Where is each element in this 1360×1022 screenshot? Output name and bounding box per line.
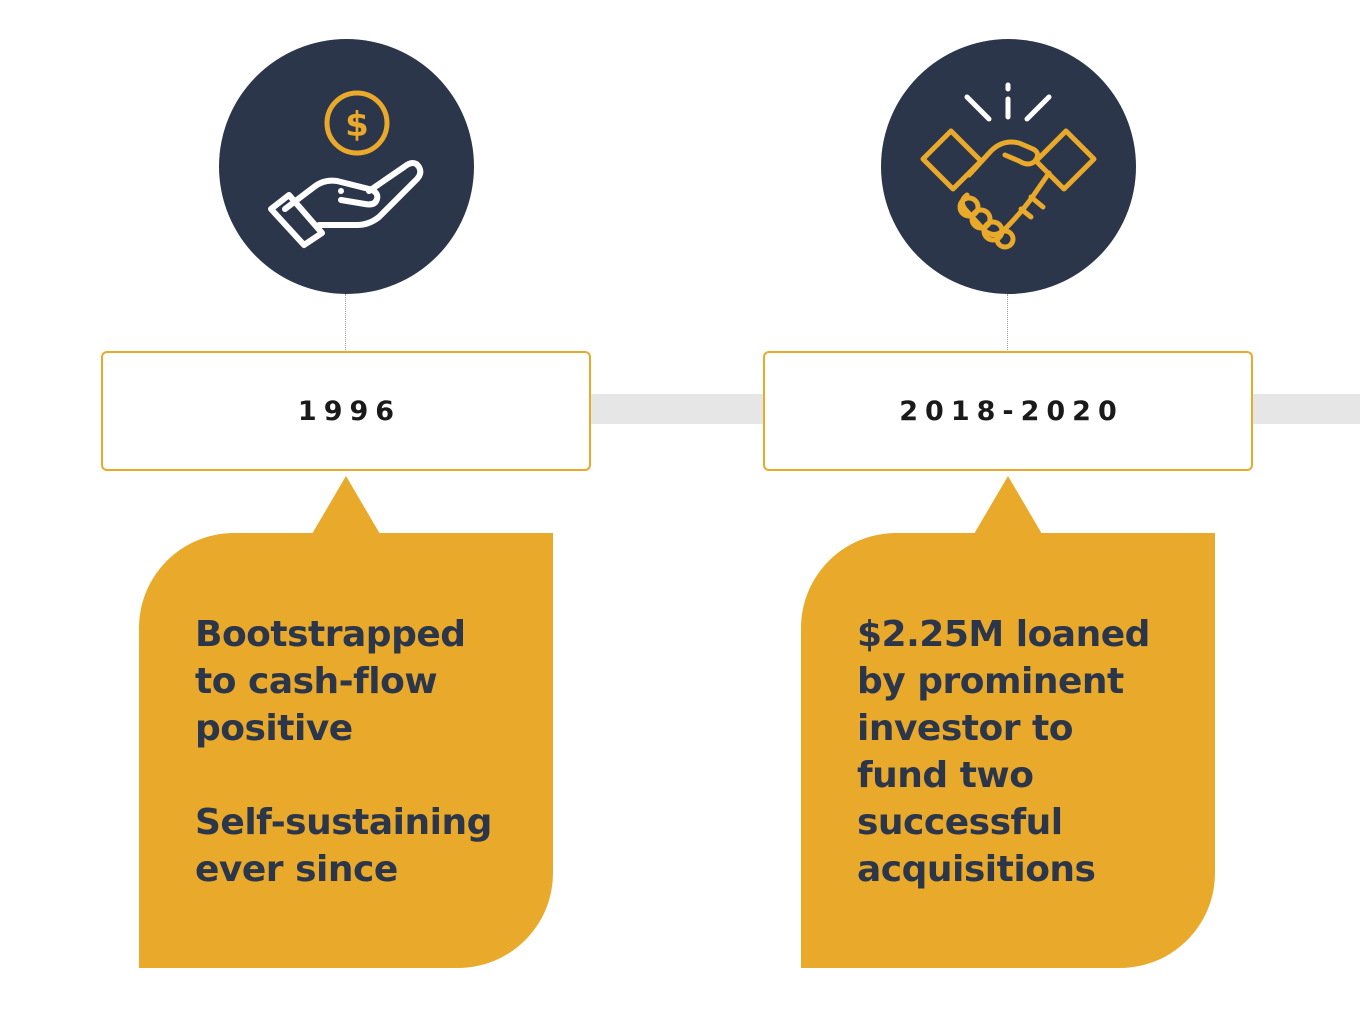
callout-pointer: [312, 476, 380, 534]
callout-box: $2.25M loaned by prominent investor to f…: [801, 533, 1215, 968]
icon-circle: [881, 39, 1136, 294]
year-box: 1996: [101, 351, 591, 471]
icon-circle: $: [219, 39, 474, 294]
handshake-icon: [920, 82, 1097, 250]
callout-paragraph: $2.25M loaned by prominent investor to f…: [857, 614, 1150, 890]
timeline-track: [588, 394, 766, 424]
hand-holding-dollar-icon: $: [268, 90, 424, 248]
svg-text:$: $: [345, 105, 369, 145]
callout-pointer: [974, 476, 1042, 534]
timeline-milestone-1996: $ 1996 Bootstrapped to cash-flow positiv…: [65, 0, 625, 1022]
connector-line: [1007, 294, 1008, 352]
timeline-track: [1250, 394, 1360, 424]
callout-paragraph: Self-sustaining ever since: [195, 802, 492, 890]
callout-box: Bootstrapped to cash-flow positive Self-…: [139, 533, 553, 968]
callout-paragraph: Bootstrapped to cash-flow positive: [195, 614, 466, 749]
year-box: 2018-2020: [763, 351, 1253, 471]
connector-line: [345, 294, 346, 352]
timeline-milestone-2018-2020: 2018-2020 $2.25M loaned by prominent inv…: [727, 0, 1287, 1022]
year-label: 1996: [297, 395, 402, 427]
year-label: 2018-2020: [899, 395, 1124, 427]
